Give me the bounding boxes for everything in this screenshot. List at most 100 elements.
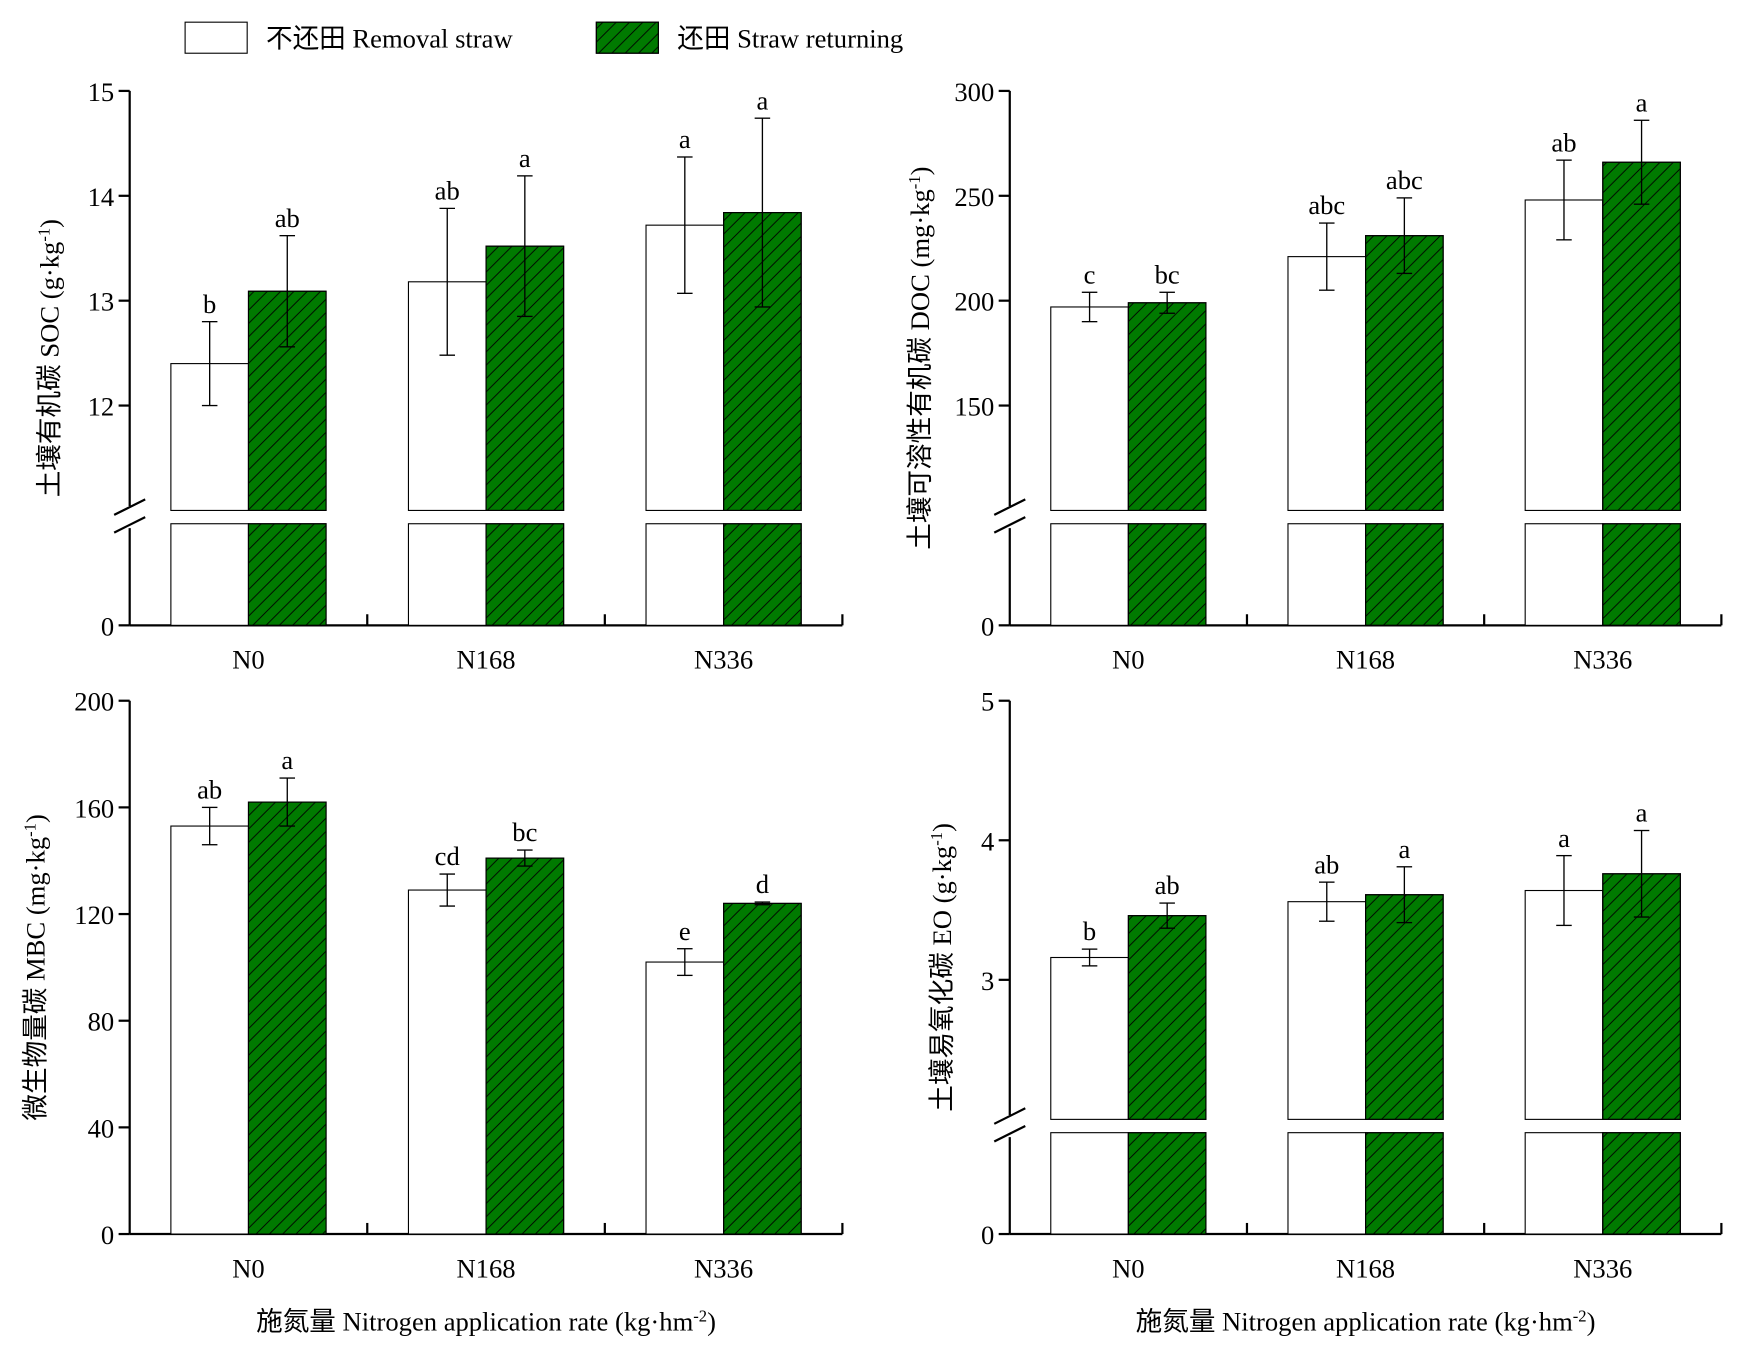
y-axis-label-part: 土壤有机碳 SOC (g·kg (35, 242, 65, 498)
x-tick-label: N336 (1573, 1253, 1632, 1283)
x-tick-label: N336 (1573, 645, 1632, 675)
x-tick-label: N0 (1112, 1253, 1145, 1283)
significance-label: abc (1308, 190, 1345, 220)
bar (1050, 956, 1129, 1120)
y-axis-label: 微生物量碳 MBC (mg·kg-1) (20, 814, 50, 1120)
x-tick-label: N168 (1336, 645, 1395, 675)
bar-hatch (1602, 161, 1681, 511)
y-axis-label-part: ) (20, 814, 50, 823)
bar-hatch (1365, 235, 1444, 511)
bar (1524, 523, 1604, 626)
axis-break (993, 1125, 1026, 1143)
significance-label: a (281, 745, 293, 775)
significance-label: a (1558, 823, 1570, 853)
bar (645, 961, 725, 1235)
y-tick-label: 0 (981, 611, 994, 641)
bar (1287, 1132, 1367, 1235)
significance-label: a (1398, 834, 1410, 864)
significance-label: c (1084, 259, 1096, 289)
y-axis-label: 土壤易氧化碳 EO (g·kg-1) (927, 823, 957, 1112)
legend-swatch-hatch (595, 21, 659, 54)
significance-label: a (1636, 798, 1648, 828)
significance-label: cd (435, 841, 460, 871)
legend-label: 还田 Straw returning (677, 24, 903, 54)
y-tick-label: 0 (101, 1220, 114, 1250)
x-tick-label: N0 (232, 1253, 265, 1283)
y-tick-label: 300 (954, 77, 994, 107)
y-tick-label: 200 (74, 687, 114, 717)
y-axis-label-part: 微生物量碳 MBC (mg·kg (20, 837, 50, 1121)
significance-label: bc (512, 817, 537, 847)
x-axis-label: 施氮量 Nitrogen application rate (kg·hm-2) (256, 1306, 716, 1337)
x-tick-label: N168 (456, 1253, 515, 1283)
y-axis-label-part: ) (905, 167, 935, 176)
x-axis-label-part: 施氮量 Nitrogen application rate (kg·hm (256, 1306, 693, 1336)
significance-label: bc (1155, 259, 1180, 289)
axis-break (993, 498, 1026, 516)
bar (1524, 199, 1604, 511)
bar (1524, 889, 1604, 1120)
significance-label: ab (275, 203, 300, 233)
y-axis-label-part: 土壤可溶性有机碳 DOC (mg·kg (905, 189, 935, 550)
x-tick-label: N168 (1336, 1253, 1395, 1283)
y-tick-label: 120 (74, 900, 114, 930)
x-axis-label-part: ) (1587, 1306, 1596, 1336)
bar (1050, 306, 1129, 511)
bar-hatch (1365, 523, 1444, 626)
y-tick-label: 14 (88, 182, 115, 212)
y-tick-label: 160 (74, 793, 114, 823)
bar-hatch (247, 523, 327, 626)
bar (407, 889, 487, 1235)
bar-hatch (485, 523, 565, 626)
y-axis-label-part: 土壤易氧化碳 EO (g·kg (927, 846, 957, 1112)
x-tick-label: N168 (456, 645, 515, 675)
axis-break (993, 1107, 1026, 1125)
bar-hatch (485, 857, 565, 1235)
significance-label: a (1636, 87, 1648, 117)
y-tick-label: 200 (954, 287, 994, 317)
y-axis-label-part: -1 (20, 823, 39, 837)
axis-break (113, 498, 146, 516)
y-tick-label: 12 (88, 392, 115, 422)
bar-hatch (1127, 915, 1207, 1120)
bar (1524, 1132, 1604, 1235)
significance-label: ab (1314, 849, 1339, 879)
significance-label: b (1083, 916, 1096, 946)
bar (1287, 523, 1367, 626)
bar (645, 523, 725, 626)
axis-break (113, 516, 146, 534)
y-tick-label: 3 (981, 966, 994, 996)
legend-label: 不还田 Removal straw (266, 24, 513, 54)
y-axis-label-part: -1 (927, 832, 946, 846)
axis-break (993, 516, 1026, 534)
significance-label: a (519, 143, 531, 173)
bar-hatch (1602, 1132, 1681, 1235)
x-axis-label-part: -2 (1573, 1306, 1587, 1325)
bar-hatch (1127, 302, 1207, 511)
x-axis-label-part: 施氮量 Nitrogen application rate (kg·hm (1136, 1306, 1573, 1336)
y-axis-label: 土壤可溶性有机碳 DOC (mg·kg-1) (904, 167, 934, 550)
bar-hatch (1127, 523, 1207, 626)
y-tick-label: 13 (88, 287, 115, 317)
x-tick-label: N0 (1112, 645, 1145, 675)
significance-label: ab (1551, 127, 1576, 157)
x-axis-label-part: ) (707, 1306, 716, 1336)
bar (1050, 1132, 1129, 1235)
bar (170, 825, 250, 1235)
bar (1287, 901, 1367, 1120)
y-axis-label-part: ) (927, 823, 957, 832)
x-tick-label: N0 (232, 645, 265, 675)
bar (1287, 256, 1367, 511)
y-axis-label: 土壤有机碳 SOC (g·kg-1) (34, 219, 64, 497)
significance-label: abc (1386, 165, 1423, 195)
bar (1050, 523, 1129, 626)
y-tick-label: 15 (88, 77, 115, 107)
bar-hatch (723, 902, 802, 1235)
y-tick-label: 250 (954, 182, 994, 212)
significance-label: ab (197, 775, 222, 805)
y-tick-label: 40 (88, 1113, 115, 1143)
y-tick-label: 0 (981, 1220, 994, 1250)
legend-swatch (184, 21, 248, 54)
bar-hatch (1127, 1132, 1207, 1235)
